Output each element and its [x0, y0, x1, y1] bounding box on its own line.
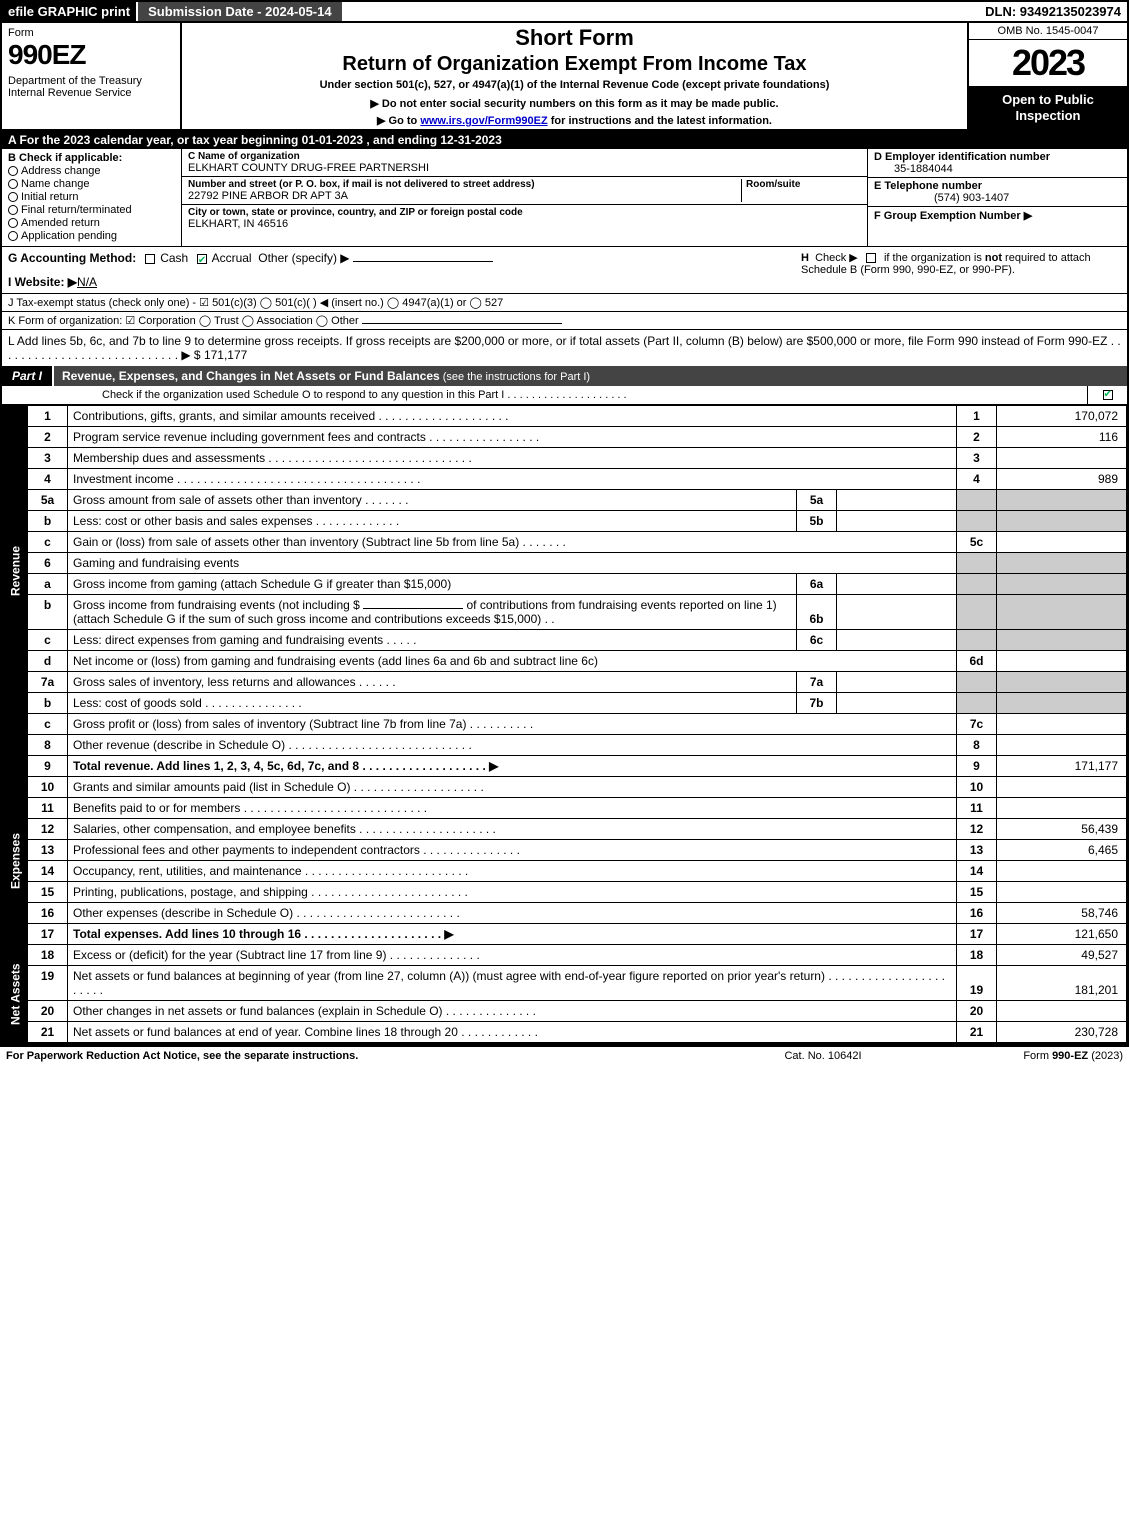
form-ref: Form 990-EZ (2023): [923, 1050, 1123, 1062]
group-row: F Group Exemption Number ▶: [868, 207, 1127, 224]
inspection-label: Open to Public Inspection: [969, 86, 1127, 129]
org-name-lbl: C Name of organization: [188, 151, 861, 162]
gross-receipts: 171,177: [201, 348, 248, 362]
g-label: G Accounting Method:: [8, 251, 136, 265]
header-left: Form 990EZ Department of the Treasury In…: [2, 23, 182, 129]
irs-link[interactable]: www.irs.gov/Form990EZ: [420, 115, 547, 127]
row-k: K Form of organization: ☑ Corporation ◯ …: [2, 311, 1127, 329]
efile-label: efile GRAPHIC print: [2, 2, 136, 21]
org-addr-row: Number and street (or P. O. box, if mail…: [182, 177, 867, 205]
org-address: 22792 PINE ARBOR DR APT 3A: [188, 190, 741, 202]
ein-row: D Employer identification number 35-1884…: [868, 149, 1127, 178]
part-1-table: Revenue 1 Contributions, gifts, grants, …: [2, 405, 1127, 1043]
expenses-label: Expenses: [3, 777, 28, 945]
col-b-checkboxes: B Check if applicable: Address change Na…: [2, 149, 182, 246]
part-1-title: Revenue, Expenses, and Changes in Net As…: [54, 366, 1127, 386]
line-13-amt: 6,465: [997, 840, 1127, 861]
city-lbl: City or town, state or province, country…: [188, 207, 861, 218]
chk-address-change[interactable]: Address change: [8, 165, 175, 177]
org-name: ELKHART COUNTY DRUG-FREE PARTNERSHI: [188, 162, 861, 174]
line-18-amt: 49,527: [997, 945, 1127, 966]
org-city: ELKHART, IN 46516: [188, 218, 861, 230]
chk-schedule-b[interactable]: [866, 253, 876, 263]
header-right: OMB No. 1545-0047 2023 Open to Public In…: [967, 23, 1127, 129]
ssn-warning: ▶ Do not enter social security numbers o…: [190, 97, 959, 110]
line-19-amt: 181,201: [997, 966, 1127, 1001]
chk-accrual[interactable]: [197, 254, 207, 264]
tax-year: 2023: [969, 40, 1127, 86]
line-3-amt: [997, 448, 1127, 469]
org-name-row: C Name of organization ELKHART COUNTY DR…: [182, 149, 867, 177]
netassets-label: Net Assets: [3, 945, 28, 1043]
form-990ez-page: efile GRAPHIC print Submission Date - 20…: [0, 0, 1129, 1045]
line-1-amt: 170,072: [997, 406, 1127, 427]
tel-row: E Telephone number (574) 903-1407: [868, 178, 1127, 207]
chk-amended[interactable]: Amended return: [8, 217, 175, 229]
line-21-amt: 230,728: [997, 1022, 1127, 1043]
submission-date: Submission Date - 2024-05-14: [136, 2, 344, 21]
line-2-amt: 116: [997, 427, 1127, 448]
ein-lbl: D Employer identification number: [874, 151, 1050, 163]
chk-final-return[interactable]: Final return/terminated: [8, 204, 175, 216]
chk-schedule-o[interactable]: [1103, 390, 1113, 400]
row-g-h: G Accounting Method: Cash Accrual Other …: [2, 247, 1127, 293]
paperwork-notice: For Paperwork Reduction Act Notice, see …: [6, 1050, 723, 1062]
part-1-tag: Part I: [2, 366, 54, 386]
tel-value: (574) 903-1407: [874, 192, 1009, 204]
col-c-org-info: C Name of organization ELKHART COUNTY DR…: [182, 149, 867, 246]
website-value: N/A: [77, 275, 97, 289]
row-g: G Accounting Method: Cash Accrual Other …: [8, 251, 801, 289]
revenue-label: Revenue: [3, 406, 28, 735]
line-16-amt: 58,746: [997, 903, 1127, 924]
row-j: J Tax-exempt status (check only one) - ☑…: [2, 293, 1127, 311]
goto-pre: ▶ Go to: [377, 115, 420, 127]
org-city-row: City or town, state or province, country…: [182, 205, 867, 232]
col-d-ids: D Employer identification number 35-1884…: [867, 149, 1127, 246]
ein-value: 35-1884044: [874, 163, 953, 175]
header-center: Short Form Return of Organization Exempt…: [182, 23, 967, 129]
under-section: Under section 501(c), 527, or 4947(a)(1)…: [190, 79, 959, 91]
line-17-amt: 121,650: [997, 924, 1127, 945]
goto-post: for instructions and the latest informat…: [548, 115, 772, 127]
schedule-o-text: Check if the organization used Schedule …: [2, 386, 1087, 404]
department-label: Department of the Treasury Internal Reve…: [8, 75, 174, 99]
tel-lbl: E Telephone number: [874, 180, 982, 192]
chk-cash[interactable]: [145, 254, 155, 264]
col-b-label: B Check if applicable:: [8, 152, 175, 164]
room-lbl: Room/suite: [746, 179, 861, 190]
form-title: Return of Organization Exempt From Incom…: [190, 53, 959, 76]
goto-link-line: ▶ Go to www.irs.gov/Form990EZ for instru…: [190, 114, 959, 127]
form-word: Form: [8, 27, 174, 39]
top-bar: efile GRAPHIC print Submission Date - 20…: [2, 2, 1127, 23]
row-l: L Add lines 5b, 6c, and 7b to line 9 to …: [2, 329, 1127, 366]
chk-initial-return[interactable]: Initial return: [8, 191, 175, 203]
line-9-amt: 171,177: [997, 756, 1127, 777]
form-header: Form 990EZ Department of the Treasury In…: [2, 23, 1127, 131]
row-a-period: A For the 2023 calendar year, or tax yea…: [2, 131, 1127, 149]
form-number: 990EZ: [8, 39, 174, 71]
chk-name-change[interactable]: Name change: [8, 178, 175, 190]
row-h: H Check ▶ if the organization is not req…: [801, 251, 1121, 289]
dln-label: DLN: 93492135023974: [979, 2, 1127, 21]
addr-lbl: Number and street (or P. O. box, if mail…: [188, 179, 741, 190]
schedule-o-check-row: Check if the organization used Schedule …: [2, 386, 1127, 405]
omb-number: OMB No. 1545-0047: [969, 23, 1127, 40]
page-footer: For Paperwork Reduction Act Notice, see …: [0, 1045, 1129, 1065]
row-i: I Website: ▶N/A: [8, 275, 801, 289]
cat-no: Cat. No. 10642I: [723, 1050, 923, 1062]
line-12-amt: 56,439: [997, 819, 1127, 840]
chk-pending[interactable]: Application pending: [8, 230, 175, 242]
info-grid: B Check if applicable: Address change Na…: [2, 149, 1127, 247]
short-form-title: Short Form: [190, 25, 959, 51]
line-4-amt: 989: [997, 469, 1127, 490]
grp-lbl: F Group Exemption Number ▶: [874, 210, 1032, 222]
part-1-header: Part I Revenue, Expenses, and Changes in…: [2, 366, 1127, 386]
